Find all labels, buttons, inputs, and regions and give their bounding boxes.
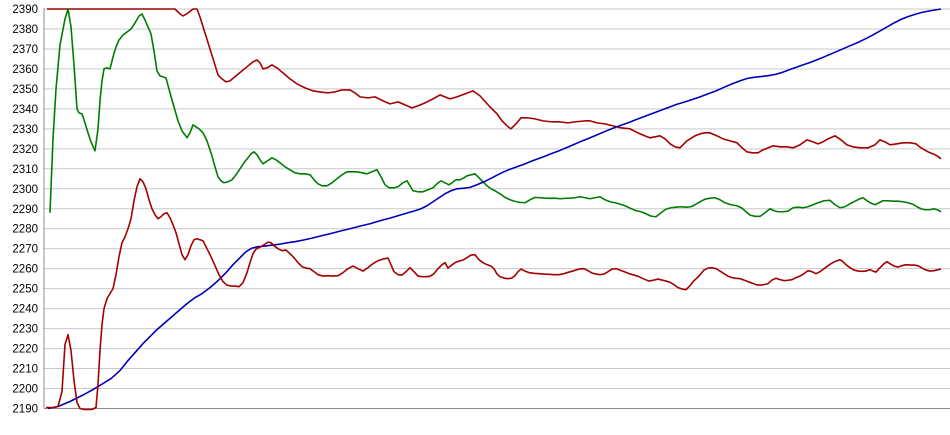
- y-tick-label: 2360: [12, 64, 38, 76]
- y-tick-label: 2210: [12, 364, 38, 376]
- data-series: [46, 8, 942, 411]
- y-tick-label: 2300: [12, 184, 38, 196]
- y-tick-label: 2240: [12, 304, 38, 316]
- y-tick-label: 2220: [12, 344, 38, 356]
- y-tick-label: 2200: [12, 384, 38, 396]
- series-lower-red-line: [46, 177, 942, 411]
- y-tick-label: 2340: [12, 104, 38, 116]
- y-tick-label: 2260: [12, 264, 38, 276]
- y-tick-label: 2230: [12, 324, 38, 336]
- series-upper-red-line: [47, 8, 942, 160]
- y-tick-label: 2290: [12, 204, 38, 216]
- y-tick-label: 2350: [12, 84, 38, 96]
- y-tick-label: 2370: [12, 44, 38, 56]
- y-tick-label: 2320: [12, 144, 38, 156]
- y-tick-label: 2390: [12, 4, 38, 16]
- y-tick-label: 2250: [12, 284, 38, 296]
- y-tick-label: 2310: [12, 164, 38, 176]
- series-blue-line: [47, 8, 942, 410]
- y-tick-label: 2330: [12, 124, 38, 136]
- y-axis-tick-labels: 2390 2380 2370 2360 2350 2340 2330 2320 2310 2300…: [12, 4, 38, 416]
- y-tick-label: 2270: [12, 244, 38, 256]
- y-tick-label: 2190: [12, 404, 38, 416]
- y-tick-label: 2380: [12, 24, 38, 36]
- series-green-line: [49, 8, 942, 218]
- y-tick-label: 2280: [12, 224, 38, 236]
- gridlines: [44, 8, 950, 409]
